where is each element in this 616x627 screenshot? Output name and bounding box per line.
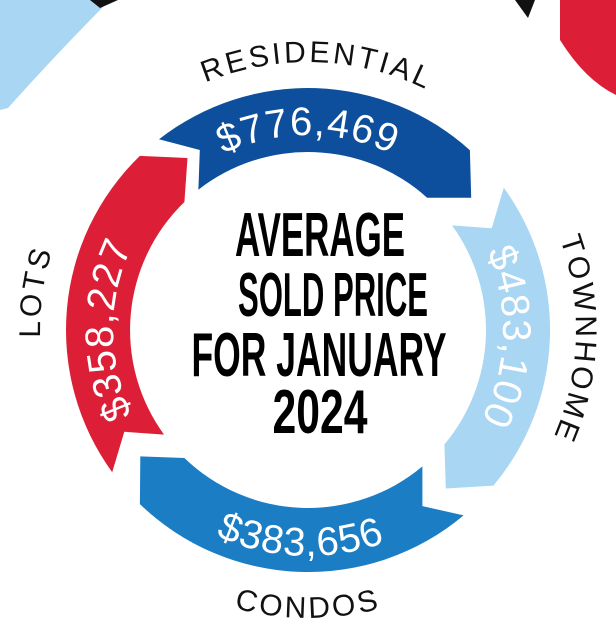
segment-label: CONDOS — [232, 583, 383, 625]
segment-label: RESIDENTIAL — [196, 36, 438, 97]
segment-band — [444, 187, 551, 489]
segment-band — [139, 456, 464, 573]
title-line: 2024 — [273, 378, 368, 447]
segment-label: TOWNHOME — [547, 231, 602, 449]
title-line: SOLD PRICE — [238, 261, 428, 330]
corner-fragment — [90, 0, 118, 8]
title-line: FOR JANUARY — [192, 321, 447, 390]
corner-fragment — [515, 0, 535, 18]
corner-shape — [560, 0, 616, 95]
segment-band — [66, 155, 188, 473]
segment-label: LOTS — [14, 242, 59, 338]
segment-band — [159, 88, 472, 198]
corner-shape — [0, 0, 110, 110]
title-line: AVERAGE — [235, 201, 405, 270]
